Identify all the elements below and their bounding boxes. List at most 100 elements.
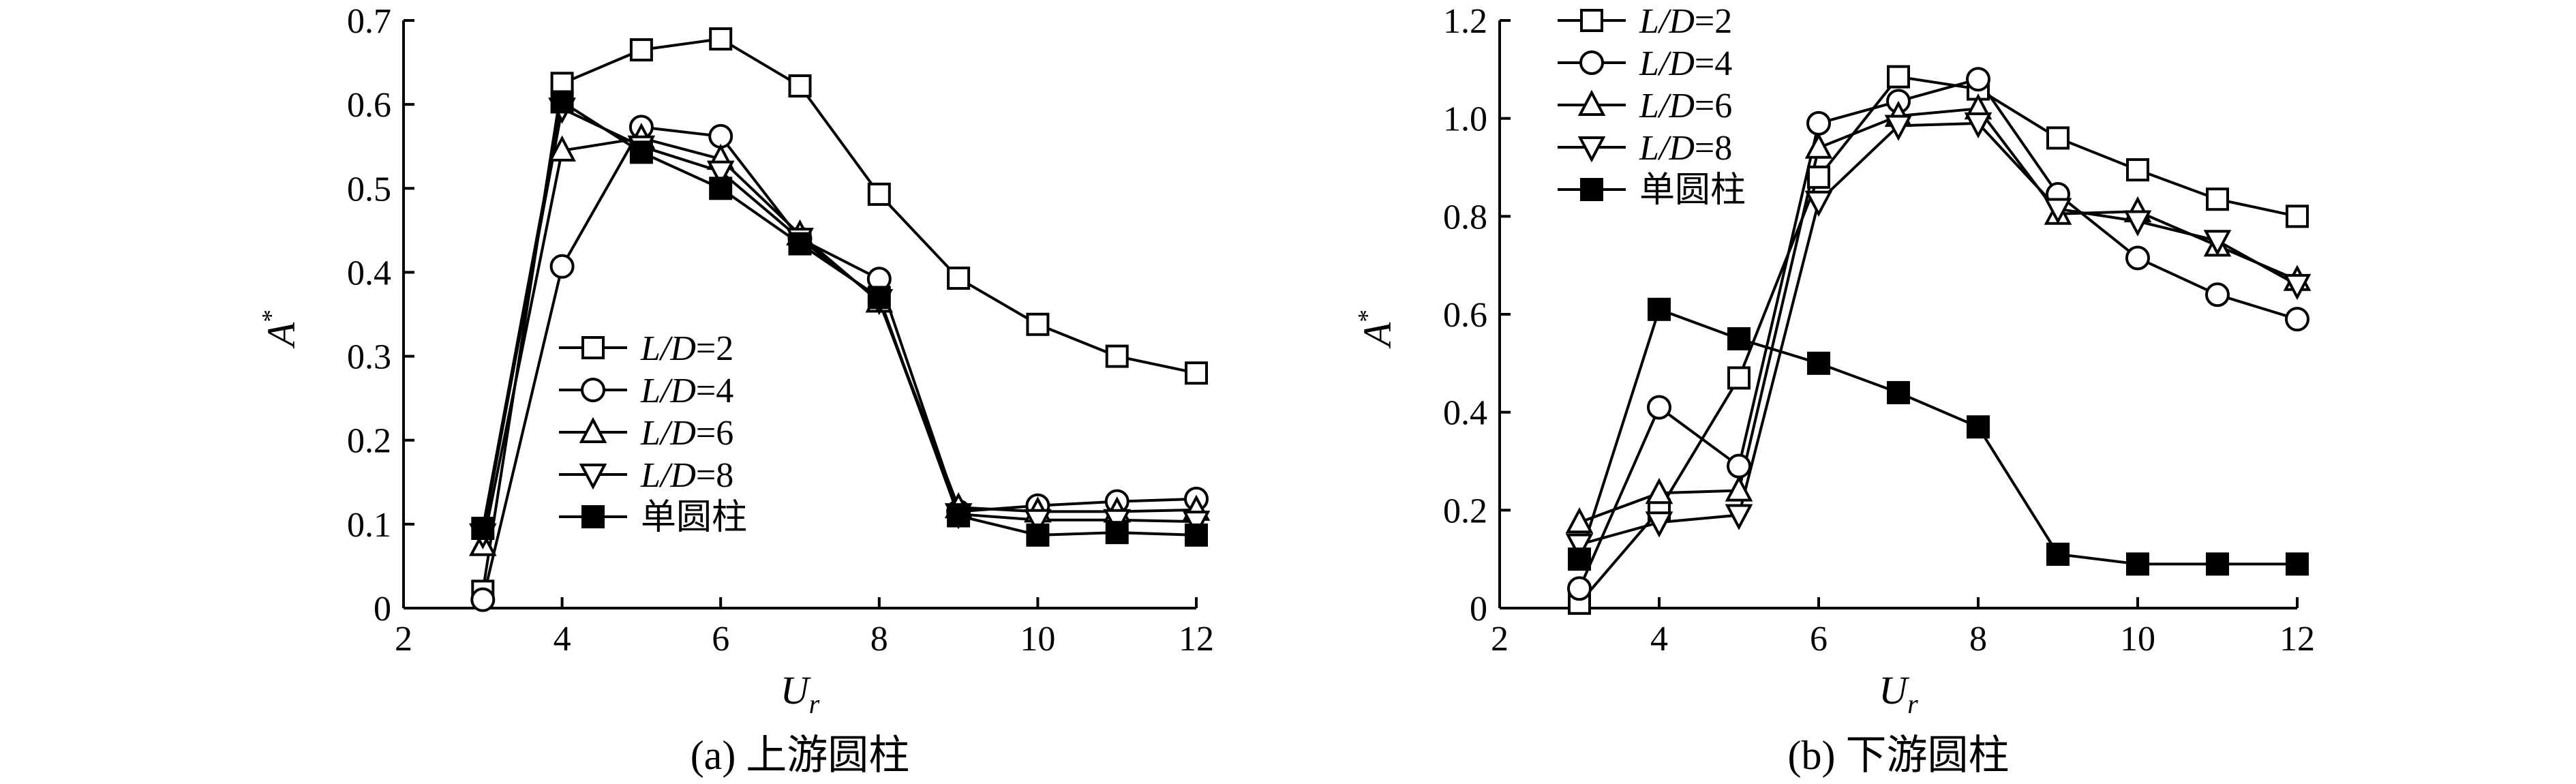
legend-label: L/D=2 bbox=[640, 329, 733, 368]
data-point-4 bbox=[1185, 523, 1208, 547]
y-tick-label: 0.5 bbox=[347, 170, 391, 209]
data-point-0 bbox=[947, 267, 971, 290]
data-point-0 bbox=[1887, 65, 1910, 89]
data-point-3 bbox=[1804, 190, 1833, 217]
series-line-1 bbox=[481, 125, 1197, 601]
data-point-2 bbox=[1725, 475, 1753, 502]
legend-marker bbox=[579, 464, 607, 490]
data-point-3 bbox=[1725, 504, 1753, 530]
data-point-4 bbox=[788, 232, 812, 256]
x-tick-label: 2 bbox=[1491, 620, 1509, 659]
data-point-0 bbox=[1807, 165, 1830, 189]
data-point-0 bbox=[2286, 205, 2309, 228]
data-point-4 bbox=[550, 90, 574, 114]
data-point-4 bbox=[1887, 380, 1910, 404]
y-tick-label: 0.2 bbox=[347, 422, 391, 461]
data-point-4 bbox=[2126, 552, 2149, 576]
y-tick-label: 0 bbox=[1470, 590, 1487, 629]
legend-marker bbox=[581, 378, 605, 402]
data-point-1 bbox=[1647, 395, 1671, 420]
panel-upstream-cylinder: 2 4 6 8 10 12 0 0.1 0.2 0.3 0.4 0.5 0.6 0.7 Ur A* L/D=2 L… bbox=[257, 2, 1214, 778]
series-line-4 bbox=[481, 100, 1197, 537]
data-point-4 bbox=[709, 177, 733, 200]
data-point-4 bbox=[947, 504, 971, 528]
legend-label: L/D=6 bbox=[1639, 87, 1732, 125]
data-point-3 bbox=[1884, 115, 1913, 141]
y-tick-label: 0.2 bbox=[1443, 492, 1487, 530]
series-line-4 bbox=[1578, 307, 2297, 566]
data-point-4 bbox=[2206, 552, 2229, 576]
legend-label: L/D=2 bbox=[1639, 2, 1732, 41]
legend-marker bbox=[1579, 50, 1604, 75]
x-tick-label: 10 bbox=[2120, 620, 2155, 659]
x-tick-label: 4 bbox=[1650, 620, 1668, 659]
x-axis-label: Ur bbox=[1879, 668, 1918, 719]
data-point-4 bbox=[1026, 523, 1050, 547]
y-axis-label: A* bbox=[257, 310, 303, 349]
legend-label: L/D=8 bbox=[640, 456, 733, 495]
data-point-2 bbox=[548, 135, 576, 162]
panel-caption: (b) 下游圆柱 bbox=[1788, 733, 2010, 778]
data-point-3 bbox=[2283, 273, 2312, 301]
y-tick-label: 1.0 bbox=[1443, 100, 1487, 139]
data-point-3 bbox=[2123, 210, 2152, 237]
data-point-0 bbox=[1105, 344, 1129, 368]
data-point-3 bbox=[1024, 509, 1052, 535]
x-tick-label: 4 bbox=[554, 620, 571, 659]
legend-marker bbox=[581, 505, 605, 528]
panel-caption: (a) 上游圆柱 bbox=[691, 733, 910, 778]
legend-label: L/D=4 bbox=[1639, 44, 1732, 83]
data-point-2 bbox=[1645, 477, 1673, 504]
data-point-1 bbox=[549, 254, 575, 279]
data-point-1 bbox=[1806, 110, 1831, 136]
data-point-0 bbox=[1026, 312, 1050, 336]
data-point-0 bbox=[1185, 361, 1208, 385]
data-point-1 bbox=[1567, 576, 1592, 601]
y-tick-label: 0.6 bbox=[347, 86, 391, 125]
x-tick-label: 8 bbox=[1969, 620, 1987, 659]
data-point-0 bbox=[709, 27, 733, 51]
legend-label: L/D=6 bbox=[640, 414, 733, 453]
data-point-0 bbox=[867, 182, 891, 206]
series-line-0 bbox=[1578, 75, 2298, 605]
x-tick-label: 10 bbox=[1020, 620, 1055, 659]
x-tick-label: 8 bbox=[870, 620, 888, 659]
legend-marker bbox=[1580, 178, 1603, 201]
legend-label: L/D=4 bbox=[640, 372, 733, 410]
data-point-1 bbox=[1966, 67, 1990, 92]
series-line-2 bbox=[1579, 107, 2298, 524]
y-tick-label: 0.4 bbox=[1443, 394, 1487, 433]
legend-marker bbox=[581, 336, 605, 359]
data-point-4 bbox=[1105, 521, 1129, 545]
y-tick-label: 0.3 bbox=[347, 338, 391, 377]
data-point-0 bbox=[2206, 187, 2229, 211]
y-tick-label: 0 bbox=[374, 590, 391, 629]
data-point-1 bbox=[2205, 282, 2230, 307]
data-point-4 bbox=[2046, 542, 2070, 566]
data-point-3 bbox=[1645, 511, 1673, 538]
x-tick-label: 6 bbox=[1810, 620, 1828, 659]
y-tick-label: 0.8 bbox=[1443, 198, 1487, 237]
legend-label: 单圆柱 bbox=[641, 498, 747, 537]
legend-label: L/D=8 bbox=[1639, 129, 1732, 168]
data-point-4 bbox=[471, 517, 495, 541]
legend-marker bbox=[1577, 136, 1606, 163]
data-point-1 bbox=[1727, 453, 1751, 479]
data-point-4 bbox=[1568, 547, 1591, 571]
series-line-1 bbox=[1578, 77, 2298, 590]
x-tick-label: 2 bbox=[395, 620, 412, 659]
series-line-3 bbox=[1579, 121, 2298, 546]
data-point-2 bbox=[1804, 132, 1833, 159]
data-point-3 bbox=[1964, 112, 1992, 139]
data-point-0 bbox=[2046, 126, 2070, 150]
x-axis-label: Ur bbox=[781, 668, 820, 719]
data-point-4 bbox=[867, 286, 891, 310]
data-point-4 bbox=[1727, 327, 1751, 350]
y-tick-label: 1.2 bbox=[1443, 2, 1487, 41]
data-point-4 bbox=[629, 140, 653, 164]
data-point-0 bbox=[788, 74, 812, 98]
legend-marker bbox=[1577, 89, 1606, 116]
data-point-4 bbox=[1807, 351, 1830, 375]
series-line-0 bbox=[481, 37, 1197, 592]
